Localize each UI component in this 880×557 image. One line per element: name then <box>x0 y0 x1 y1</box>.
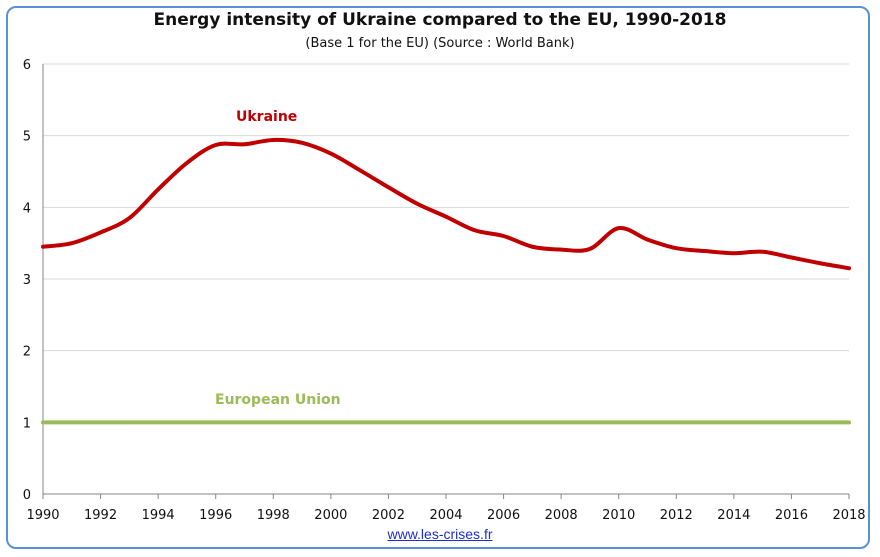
y-tick-label-2: 2 <box>23 345 31 360</box>
x-tick-label-1996: 1996 <box>199 508 232 523</box>
y-tick-label-5: 5 <box>23 130 31 145</box>
chart-title: Energy intensity of Ukraine compared to … <box>153 10 727 30</box>
x-tick-label-2010: 2010 <box>602 508 635 523</box>
x-tick-label-1994: 1994 <box>142 508 175 523</box>
series-label-ukraine: Ukraine <box>236 109 297 125</box>
y-tick-label-1: 1 <box>23 416 31 431</box>
series-label-european-union: European Union <box>215 392 341 408</box>
x-tick-label-2008: 2008 <box>545 508 578 523</box>
x-tick-label-2006: 2006 <box>487 508 520 523</box>
x-tick-label-2018: 2018 <box>832 508 865 523</box>
x-tick-label-2012: 2012 <box>660 508 693 523</box>
y-tick-label-3: 3 <box>23 273 31 288</box>
x-tick-label-2014: 2014 <box>717 508 750 523</box>
y-tick-label-6: 6 <box>23 58 31 73</box>
x-tick-label-1992: 1992 <box>84 508 117 523</box>
chart-subtitle: (Base 1 for the EU) (Source : World Bank… <box>305 36 575 51</box>
source-link[interactable]: www.les-crises.fr <box>387 526 493 542</box>
y-tick-label-0: 0 <box>23 488 31 503</box>
x-tick-label-2004: 2004 <box>429 508 462 523</box>
y-tick-label-4: 4 <box>23 201 31 216</box>
x-tick-label-2016: 2016 <box>775 508 808 523</box>
x-tick-label-1990: 1990 <box>26 508 59 523</box>
x-tick-label-1998: 1998 <box>257 508 290 523</box>
x-tick-label-2000: 2000 <box>314 508 347 523</box>
chart-frame <box>6 6 870 549</box>
x-tick-label-2002: 2002 <box>372 508 405 523</box>
series-line-ukraine <box>41 137 851 271</box>
